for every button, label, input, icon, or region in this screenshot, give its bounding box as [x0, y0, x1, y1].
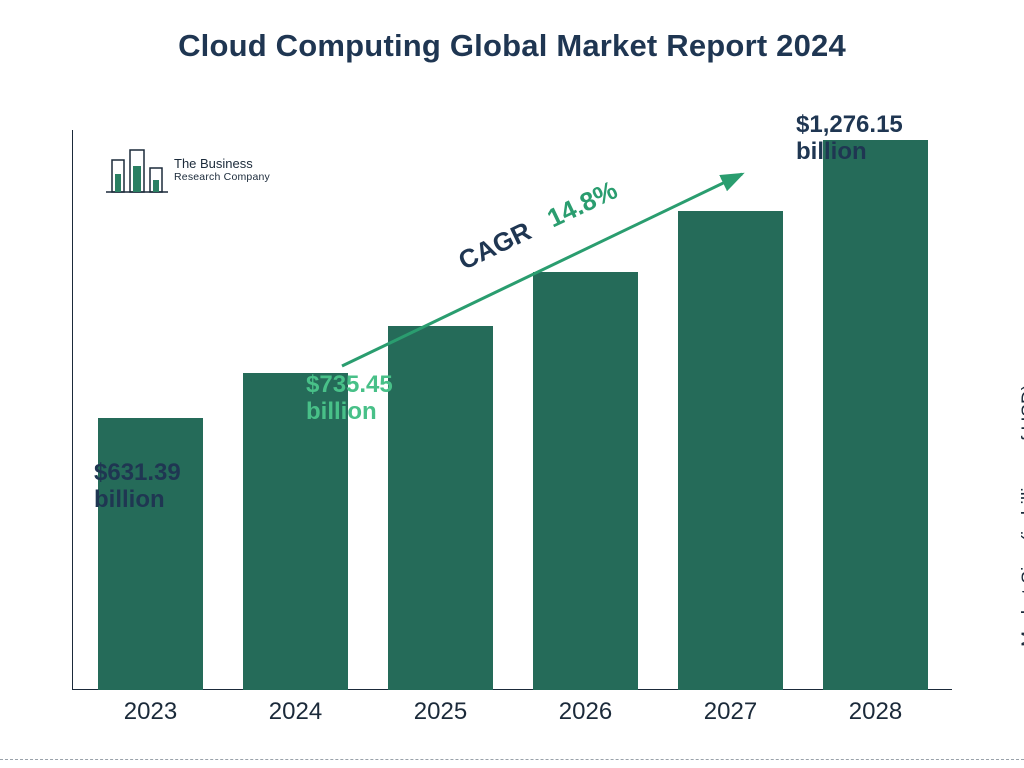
- cagr-arrow-icon: [0, 0, 1024, 768]
- footer-divider: [0, 759, 1024, 760]
